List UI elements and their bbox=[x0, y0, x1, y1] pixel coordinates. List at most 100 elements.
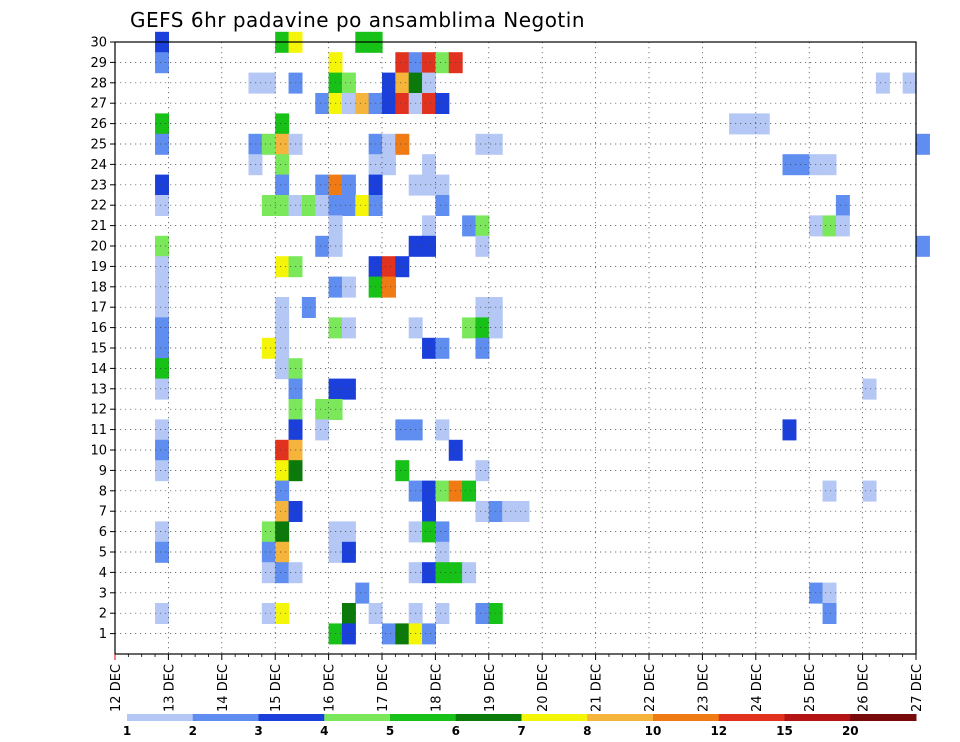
legend-swatch bbox=[521, 714, 588, 721]
x-tick-label: 19 DEC bbox=[483, 664, 498, 712]
heatmap-cell bbox=[355, 195, 370, 216]
y-tick-label: 16 bbox=[90, 321, 107, 336]
grid-layer bbox=[115, 41, 916, 654]
heatmap-cell bbox=[782, 419, 797, 441]
y-tick-label: 4 bbox=[99, 566, 107, 581]
heatmap-cell bbox=[315, 174, 330, 196]
legend-label: 12 bbox=[710, 724, 727, 738]
heatmap-cell bbox=[382, 72, 396, 94]
heatmap-cell bbox=[822, 603, 837, 624]
y-tick-label: 13 bbox=[90, 382, 107, 397]
heatmap-cell bbox=[862, 480, 877, 502]
heatmap-cell bbox=[275, 603, 290, 624]
heatmap-cell bbox=[301, 195, 316, 216]
heatmap-cell bbox=[275, 297, 290, 318]
heatmap-cell bbox=[275, 113, 290, 135]
heatmap-cell bbox=[315, 235, 330, 257]
heatmap-cell bbox=[435, 337, 450, 359]
legend-label: 4 bbox=[320, 724, 328, 738]
legend-label: 5 bbox=[386, 724, 394, 738]
heatmap-cell bbox=[822, 154, 837, 176]
heatmap-cell bbox=[422, 480, 436, 502]
y-tick-label: 10 bbox=[90, 444, 107, 459]
heatmap-cell bbox=[341, 317, 356, 339]
heatmap-cell bbox=[395, 52, 410, 74]
heatmap-cell bbox=[475, 235, 490, 257]
heatmap-cell bbox=[422, 521, 436, 543]
heatmap-cell bbox=[355, 93, 370, 114]
legend-label: 10 bbox=[645, 724, 662, 738]
y-tick-label: 19 bbox=[90, 260, 107, 275]
heatmap-cell bbox=[275, 521, 290, 543]
legend-label: 8 bbox=[583, 724, 591, 738]
chart-title: GEFS 6hr padavine po ansamblima Negotin bbox=[130, 8, 585, 32]
heatmap-cell bbox=[155, 419, 169, 441]
heatmap-cell bbox=[261, 133, 276, 155]
heatmap-cell bbox=[382, 256, 396, 278]
x-tick-label: 12 DEC bbox=[109, 664, 124, 712]
y-tick-label: 15 bbox=[90, 342, 107, 357]
heatmap-cell bbox=[435, 93, 450, 114]
heatmap-cell bbox=[395, 93, 410, 114]
legend-label: 6 bbox=[452, 724, 460, 738]
x-tick-label: 25 DEC bbox=[803, 664, 818, 712]
heatmap-cell bbox=[275, 480, 290, 502]
y-tick-label: 11 bbox=[90, 423, 107, 438]
y-tick-label: 20 bbox=[90, 240, 107, 255]
y-tick-label: 8 bbox=[99, 484, 107, 499]
heatmap-cell bbox=[315, 93, 330, 114]
heatmap-cell bbox=[902, 72, 917, 94]
heatmap-cell bbox=[395, 133, 410, 155]
heatmap-cell bbox=[155, 52, 169, 74]
x-tick-label: 22 DEC bbox=[643, 664, 658, 712]
legend-label: 20 bbox=[842, 724, 859, 738]
x-tick-label: 13 DEC bbox=[162, 664, 177, 712]
heatmap-cell bbox=[155, 541, 169, 563]
heatmap-cell bbox=[475, 337, 490, 359]
heatmap-cell bbox=[475, 215, 490, 237]
heatmap-cell bbox=[382, 623, 396, 645]
legend-swatch bbox=[718, 714, 785, 721]
heatmap-cell bbox=[462, 480, 477, 502]
legend-label: 7 bbox=[517, 724, 525, 738]
x-tick-label: 21 DEC bbox=[590, 664, 605, 712]
heatmap-cell bbox=[275, 562, 290, 584]
y-tick-label: 21 bbox=[90, 219, 107, 234]
heatmap-cell bbox=[422, 235, 436, 257]
heatmap-cell bbox=[275, 174, 290, 196]
y-tick-label: 14 bbox=[90, 362, 107, 377]
heatmap-cell bbox=[435, 480, 450, 502]
heatmap-cell bbox=[261, 562, 276, 584]
heatmap-cell bbox=[275, 133, 290, 155]
y-tick-label: 28 bbox=[90, 76, 107, 91]
heatmap-cell bbox=[742, 113, 757, 135]
legend-swatch bbox=[653, 714, 720, 721]
heatmap-cell bbox=[782, 154, 797, 176]
legend-swatch bbox=[127, 714, 194, 721]
legend-swatch bbox=[390, 714, 457, 721]
heatmap-cell bbox=[155, 358, 169, 380]
heatmap-cell bbox=[795, 154, 810, 176]
legend-swatch bbox=[587, 714, 654, 721]
legend-swatch bbox=[258, 714, 325, 721]
heatmap-cell bbox=[261, 541, 276, 563]
heatmap-cell bbox=[155, 195, 169, 216]
y-tick-label: 6 bbox=[99, 525, 107, 540]
legend-swatch bbox=[455, 714, 522, 721]
heatmap-cell bbox=[155, 133, 169, 155]
legend-label: 1 bbox=[123, 724, 131, 738]
x-tick-label: 20 DEC bbox=[536, 664, 551, 712]
heatmap-cell bbox=[315, 399, 330, 420]
y-tick-label: 18 bbox=[90, 280, 107, 295]
heatmap-cell bbox=[341, 541, 356, 563]
y-tick-label: 3 bbox=[99, 586, 107, 601]
heatmap-cell bbox=[435, 419, 450, 441]
heatmap-cell bbox=[155, 439, 169, 461]
legend-swatch bbox=[192, 714, 259, 721]
x-tick-label: 23 DEC bbox=[696, 664, 711, 712]
heatmap-cell bbox=[916, 133, 930, 155]
y-tick-label: 12 bbox=[90, 403, 107, 418]
heatmap-cell bbox=[395, 419, 410, 441]
heatmap-cell bbox=[155, 174, 169, 196]
heatmap-cell bbox=[155, 256, 169, 278]
